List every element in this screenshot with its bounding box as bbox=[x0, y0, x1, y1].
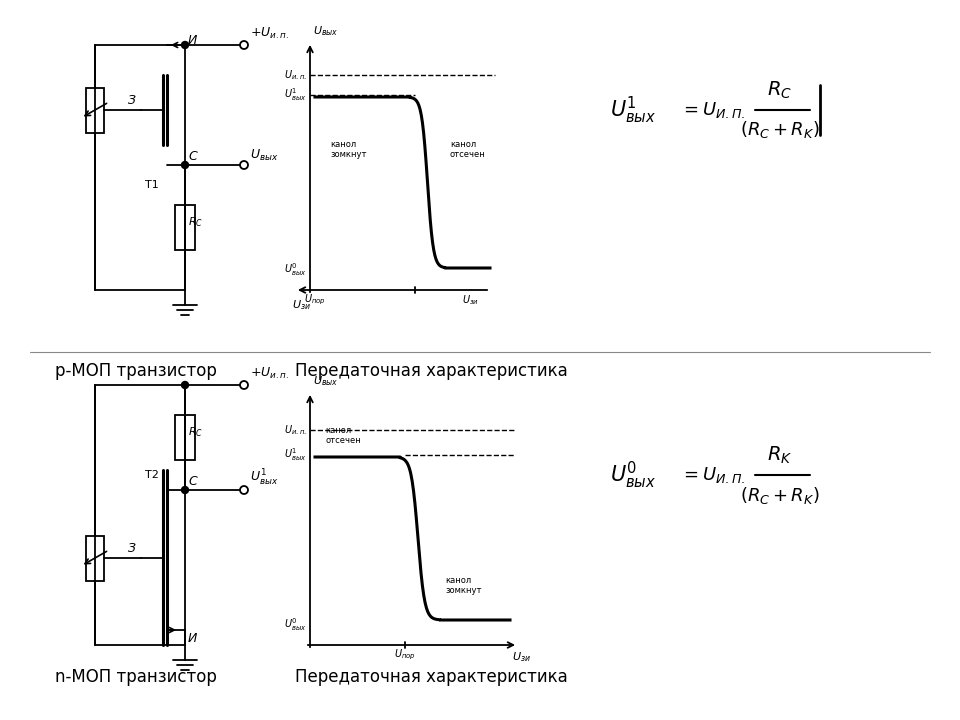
Circle shape bbox=[181, 161, 188, 168]
Circle shape bbox=[181, 42, 188, 48]
Text: $(R_C + R_K)$: $(R_C + R_K)$ bbox=[740, 120, 820, 140]
Text: $U^1_{вых}$: $U^1_{вых}$ bbox=[284, 446, 307, 464]
Circle shape bbox=[240, 161, 248, 169]
Text: $U^1_{вых}$: $U^1_{вых}$ bbox=[284, 86, 307, 104]
Text: С: С bbox=[188, 150, 197, 163]
Text: $= U_{И.П.}$: $= U_{И.П.}$ bbox=[680, 465, 745, 485]
Text: $U^0_{вых}$: $U^0_{вых}$ bbox=[610, 459, 657, 490]
Text: И: И bbox=[188, 34, 198, 47]
Text: канол
отсечен: канол отсечен bbox=[450, 140, 486, 159]
Text: И: И bbox=[188, 632, 198, 645]
Text: канол
зомкнут: канол зомкнут bbox=[445, 575, 482, 595]
Text: $= U_{И.П.}$: $= U_{И.П.}$ bbox=[680, 100, 745, 120]
Text: Т2: Т2 bbox=[145, 470, 159, 480]
Text: p-МОП транзистор: p-МОП транзистор bbox=[55, 362, 217, 380]
Text: З: З bbox=[128, 542, 136, 555]
Text: $U^1_{вых}$: $U^1_{вых}$ bbox=[610, 94, 657, 125]
Bar bbox=[86, 536, 104, 580]
Text: $R_C$: $R_C$ bbox=[188, 215, 204, 230]
Text: $R_K$: $R_K$ bbox=[767, 444, 793, 466]
Circle shape bbox=[181, 487, 188, 493]
Bar bbox=[86, 88, 104, 132]
Text: $(R_C + R_K)$: $(R_C + R_K)$ bbox=[740, 485, 820, 505]
Text: С: С bbox=[188, 475, 197, 488]
Text: $U_{зи}$: $U_{зи}$ bbox=[292, 298, 311, 312]
Text: $U_{вых}$: $U_{вых}$ bbox=[250, 148, 278, 163]
Circle shape bbox=[240, 41, 248, 49]
Text: n-МОП транзистор: n-МОП транзистор bbox=[55, 668, 217, 686]
Text: $U_{пор}$: $U_{пор}$ bbox=[304, 293, 325, 307]
Text: канол
зомкнут: канол зомкнут bbox=[330, 140, 367, 159]
Text: Передаточная характеристика: Передаточная характеристика bbox=[295, 668, 567, 686]
Text: $U^1_{вых}$: $U^1_{вых}$ bbox=[250, 468, 278, 488]
Text: $U_{зи}$: $U_{зи}$ bbox=[462, 293, 478, 307]
Text: $U_{и.п.}$: $U_{и.п.}$ bbox=[284, 68, 307, 82]
Text: $U_{пор}$: $U_{пор}$ bbox=[395, 648, 416, 662]
Circle shape bbox=[181, 382, 188, 389]
Text: канол
отсечен: канол отсечен bbox=[325, 426, 361, 445]
Circle shape bbox=[240, 381, 248, 389]
Text: $+U_{и.п.}$: $+U_{и.п.}$ bbox=[250, 26, 289, 41]
Text: $U^0_{вых}$: $U^0_{вых}$ bbox=[284, 261, 307, 279]
Text: $U_{зи}$: $U_{зи}$ bbox=[513, 650, 532, 664]
Text: $U_{вых}$: $U_{вых}$ bbox=[313, 374, 339, 388]
Text: $R_C$: $R_C$ bbox=[188, 426, 204, 439]
Text: $+U_{и.п.}$: $+U_{и.п.}$ bbox=[250, 366, 289, 381]
Text: Передаточная характеристика: Передаточная характеристика bbox=[295, 362, 567, 380]
Bar bbox=[175, 205, 195, 250]
Circle shape bbox=[240, 486, 248, 494]
Text: $U_{вых}$: $U_{вых}$ bbox=[313, 24, 339, 38]
Text: З: З bbox=[128, 94, 136, 107]
Text: $U_{и.п.}$: $U_{и.п.}$ bbox=[284, 423, 307, 437]
Text: $U^0_{вых}$: $U^0_{вых}$ bbox=[284, 616, 307, 634]
Text: $R_C$: $R_C$ bbox=[767, 79, 793, 101]
Text: Т1: Т1 bbox=[145, 180, 159, 190]
Bar bbox=[175, 415, 195, 460]
